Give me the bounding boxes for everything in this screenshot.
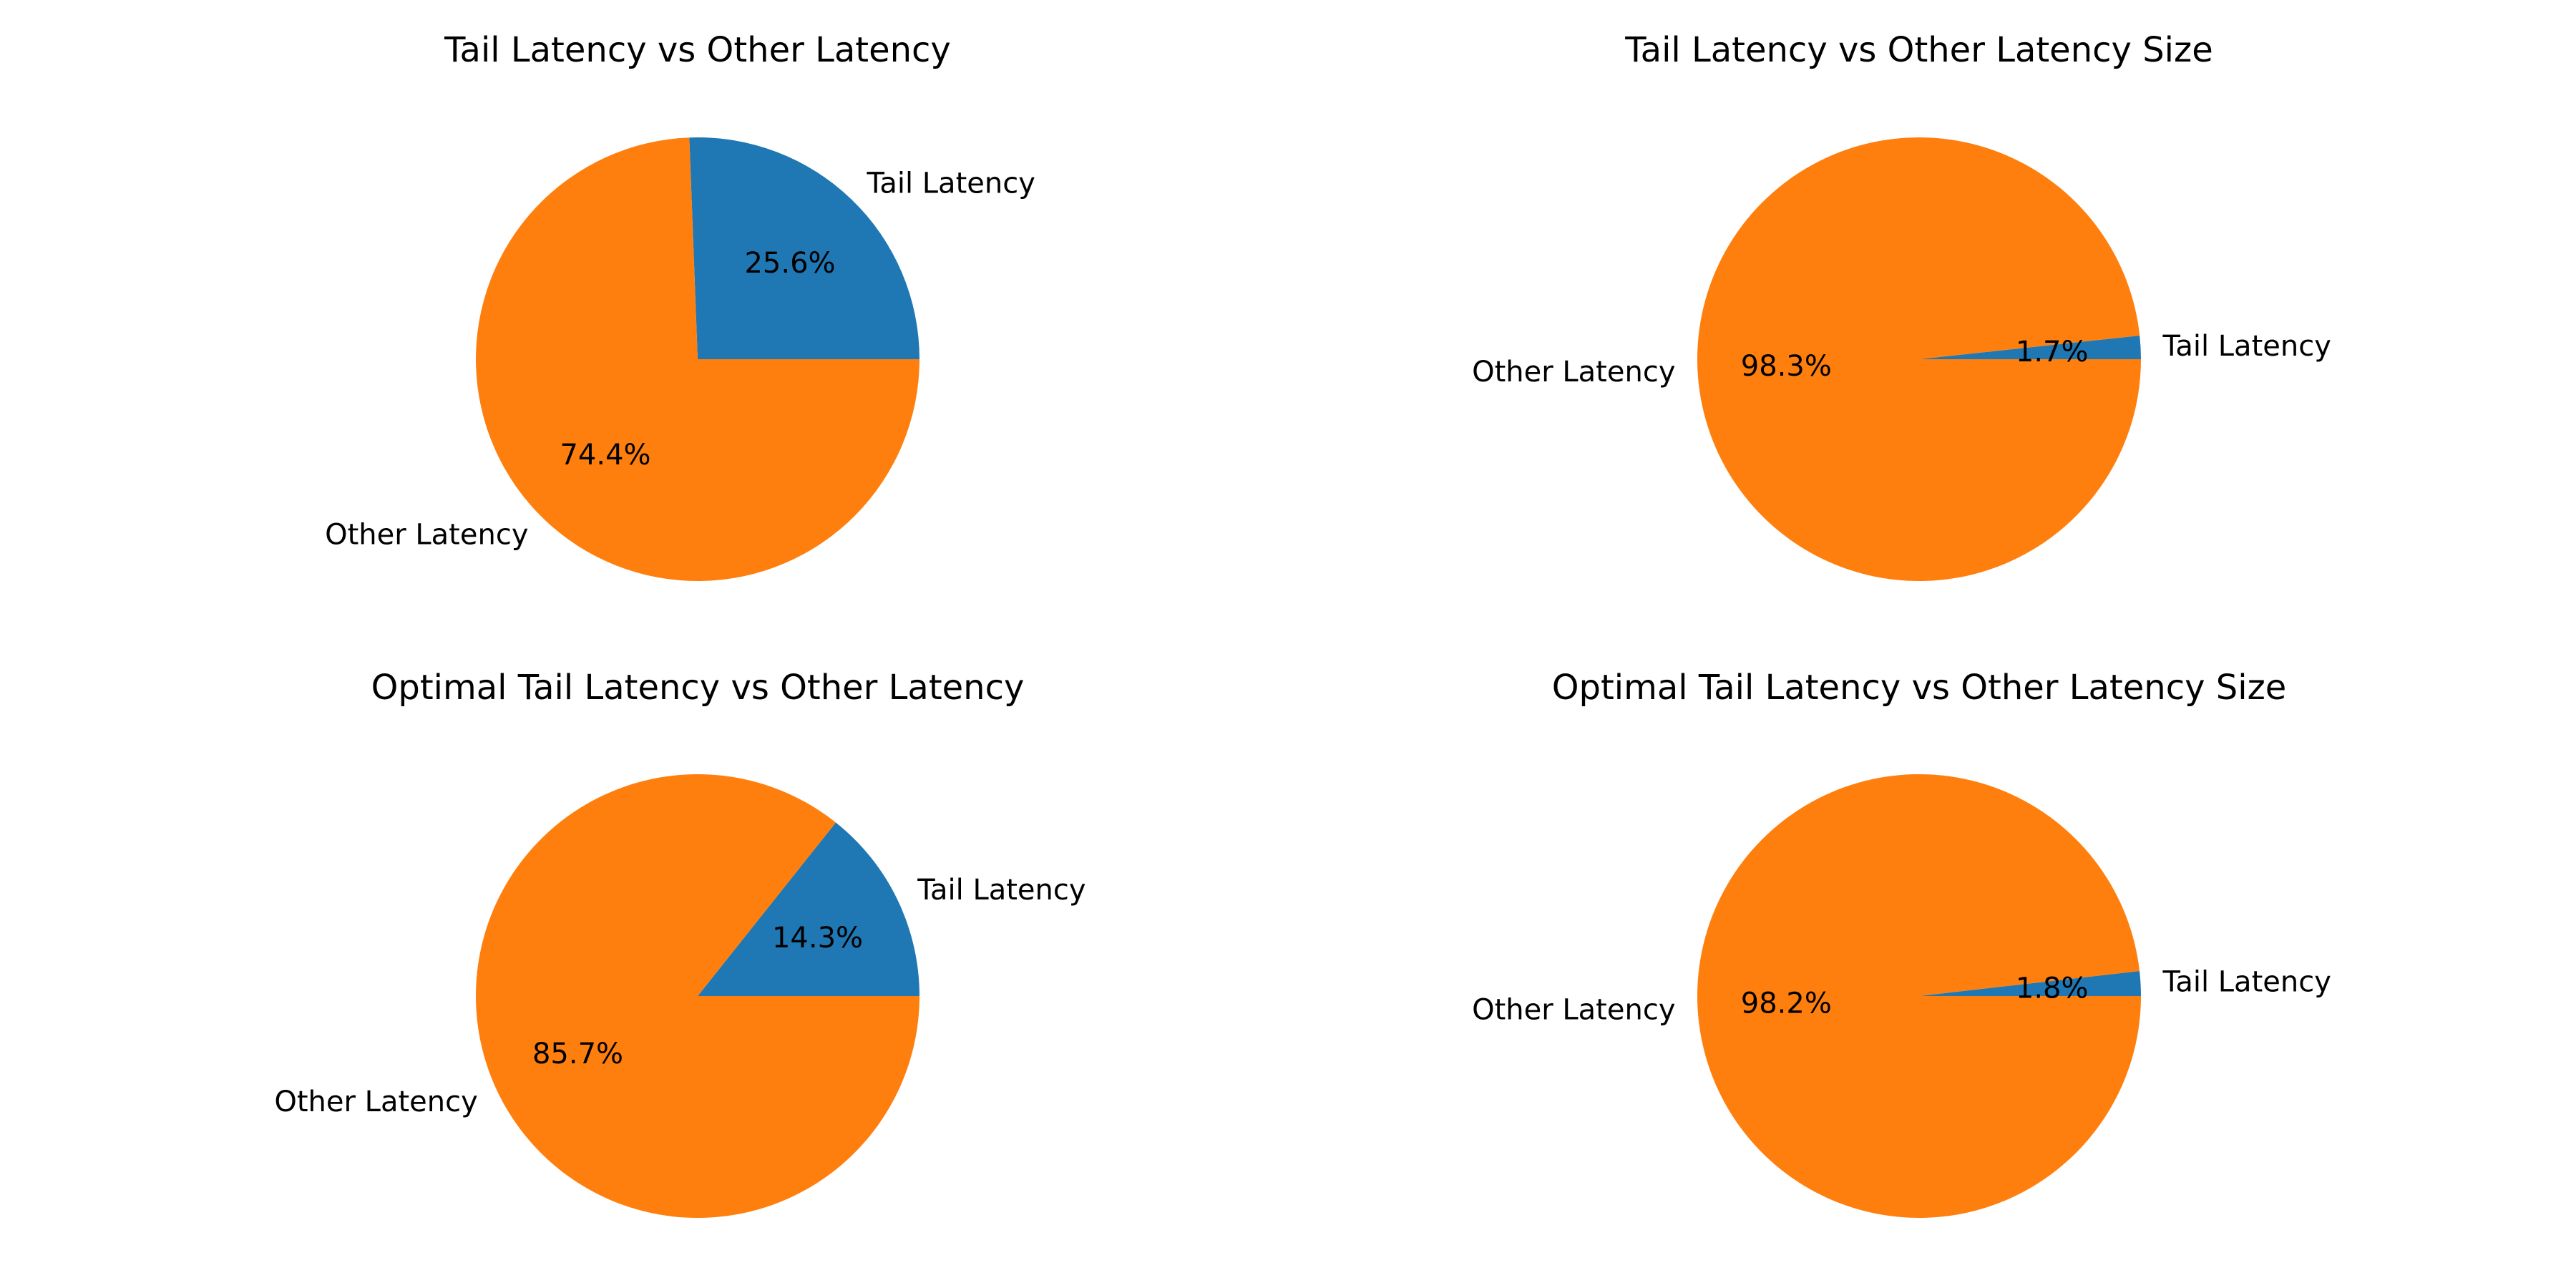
percent-label-tail-latency: 14.3% (772, 922, 863, 955)
percent-label-tail-latency: 1.8% (2016, 972, 2089, 1005)
pie-panel-optimal-tail-vs-other: Optimal Tail Latency vs Other Latency Ta… (274, 668, 1086, 1219)
chart-title: Tail Latency vs Other Latency Size (1624, 30, 2212, 70)
pie-slice-tail-latency (1919, 335, 2141, 359)
percent-label-other-latency: 98.3% (1741, 350, 1832, 383)
slice-label-tail-latency: Tail Latency (2162, 966, 2331, 999)
pie-slice-tail-latency (698, 822, 919, 996)
slice-label-tail-latency: Tail Latency (867, 167, 1035, 200)
slice-label-tail-latency: Tail Latency (2162, 330, 2331, 363)
pie-slice-tail-latency (1919, 971, 2141, 996)
chart-title: Optimal Tail Latency vs Other Latency Si… (1552, 668, 2287, 708)
chart-title: Optimal Tail Latency vs Other Latency (371, 668, 1025, 708)
slice-label-other-latency: Other Latency (1472, 993, 1675, 1026)
pie-slice-tail-latency (689, 137, 919, 359)
pie-slice-other-latency (1697, 774, 2141, 1218)
slice-label-other-latency: Other Latency (1472, 356, 1675, 389)
slice-label-other-latency: Other Latency (274, 1085, 477, 1118)
chart-title: Tail Latency vs Other Latency (444, 30, 951, 70)
slice-label-tail-latency: Tail Latency (917, 874, 1085, 907)
pie-slice-other-latency (1697, 137, 2141, 582)
pie-slice-other-latency (476, 774, 919, 1219)
pie-panel-optimal-tail-vs-other-size: Optimal Tail Latency vs Other Latency Si… (1472, 668, 2331, 1218)
percent-label-other-latency: 85.7% (532, 1038, 623, 1070)
pie-slice-other-latency (476, 137, 919, 581)
percent-label-tail-latency: 1.7% (2016, 336, 2089, 369)
percent-label-other-latency: 98.2% (1741, 987, 1832, 1020)
pie-panel-tail-vs-other: Tail Latency vs Other Latency Tail Laten… (325, 30, 1035, 581)
percent-label-other-latency: 74.4% (560, 439, 650, 472)
percent-label-tail-latency: 25.6% (744, 247, 835, 280)
slice-label-other-latency: Other Latency (325, 519, 528, 552)
pie-panel-tail-vs-other-size: Tail Latency vs Other Latency Size Tail … (1472, 30, 2331, 582)
